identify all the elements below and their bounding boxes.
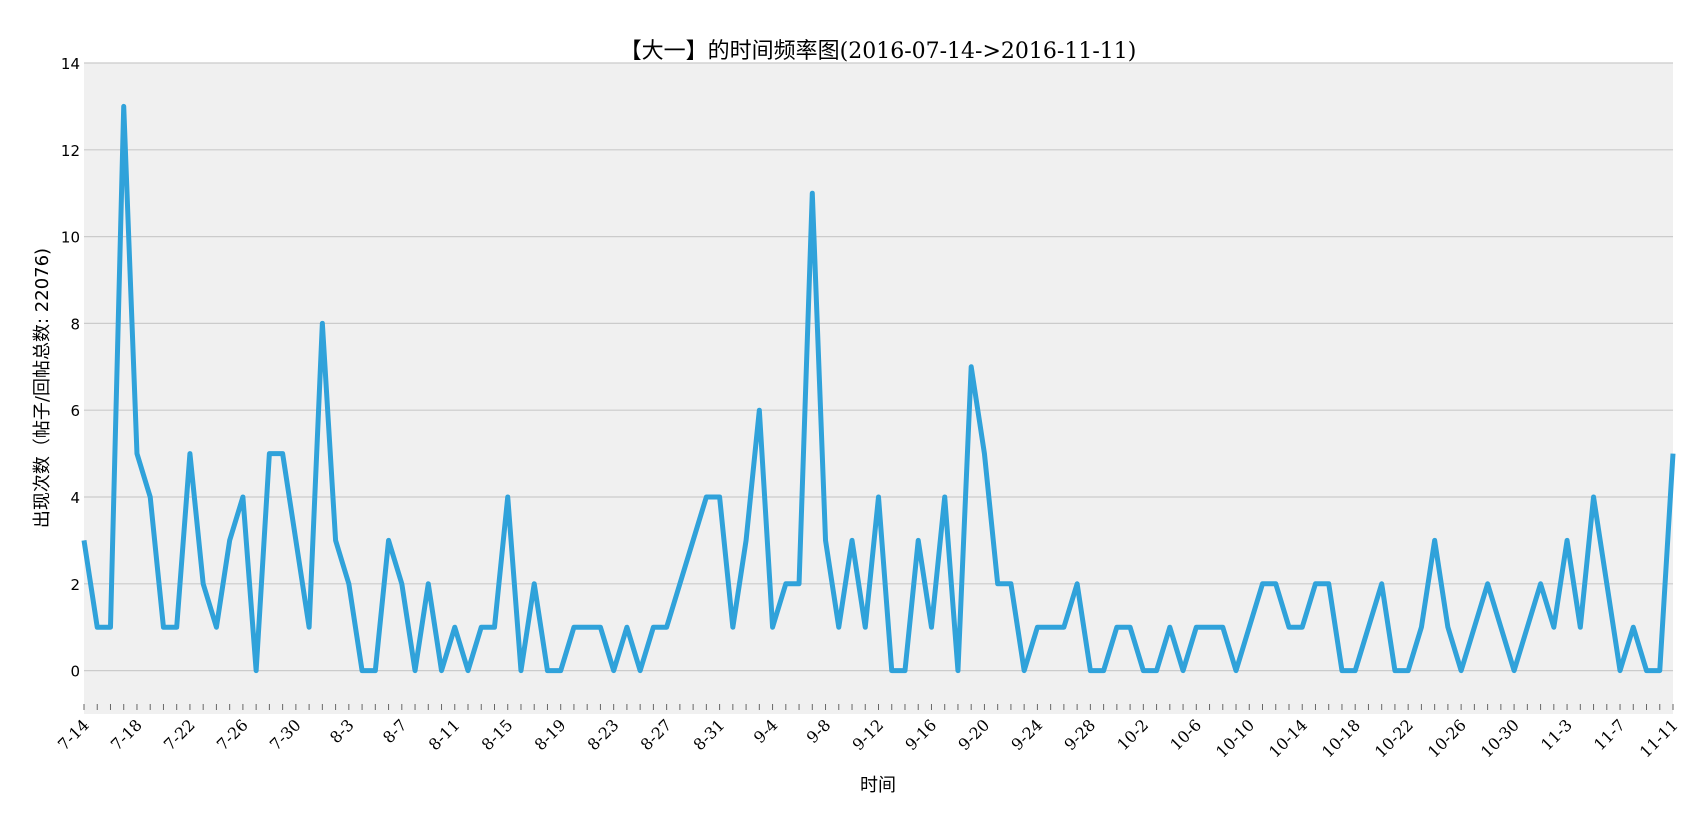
x-tick-label: 11-11 [1636,715,1682,761]
y-tick-labels: 0 2 4 6 8 10 12 14 [61,55,80,681]
x-tick-label: 8-15 [478,715,517,754]
x-tick-label: 10-22 [1371,715,1417,761]
x-tick-label: 9-4 [750,715,782,747]
x-tick-label: 7-22 [160,715,199,754]
x-tick-label: 10-2 [1113,715,1152,754]
x-tick-label: 8-3 [326,715,358,747]
x-tick-label: 10-10 [1212,715,1258,761]
x-tick-label: 7-18 [107,715,146,754]
x-tick-labels: 7-14 7-18 7-22 7-26 7-30 8-3 8-7 8-11 8-15 8-19 8-… [54,715,1682,761]
x-tick-label: 10-14 [1265,715,1311,761]
y-tick-label: 10 [61,229,80,247]
x-tick-label: 9-16 [901,715,940,754]
y-tick-label: 4 [70,489,80,507]
x-tick-label: 8-31 [690,715,729,754]
y-tick-label: 6 [70,402,80,420]
x-tick-label: 10-6 [1166,715,1205,754]
x-tick-label: 11-3 [1537,715,1576,754]
y-tick-label: 14 [61,55,80,73]
x-tick-label: 8-11 [425,715,464,754]
x-tick-label: 10-26 [1424,715,1470,761]
x-axis-label: 时间 [860,775,896,796]
y-tick-label: 8 [70,315,80,333]
x-tick-label: 11-7 [1590,715,1629,754]
x-tick-label: 9-12 [848,715,887,754]
x-tick-label: 8-23 [584,715,623,754]
y-tick-label: 12 [61,142,80,160]
x-tick-label: 8-7 [379,715,411,747]
x-tick-label: 7-26 [213,715,252,754]
x-tick-label: 7-14 [54,715,93,754]
plot-area [84,63,1673,714]
y-tick-label: 2 [70,576,80,594]
x-tick-label: 10-18 [1318,715,1364,761]
x-tick-label: 9-28 [1060,715,1099,754]
x-tick-label: 9-20 [954,715,993,754]
x-tick-label: 10-30 [1477,715,1523,761]
x-tick-label: 7-30 [266,715,305,754]
x-tick-label: 9-8 [803,715,835,747]
chart-title: 【大一】的时间频率图(2016-07-14->2016-11-11) [620,39,1137,64]
series-line [81,103,1676,674]
x-tick-label: 8-27 [637,715,676,754]
x-tick-label: 8-19 [531,715,570,754]
y-axis-label: 出现次数（帖子/回帖总数: 22076) [32,248,53,528]
x-tick-label: 9-24 [1007,715,1046,754]
minor-ticks [83,704,1674,710]
y-tick-label: 0 [70,663,80,681]
